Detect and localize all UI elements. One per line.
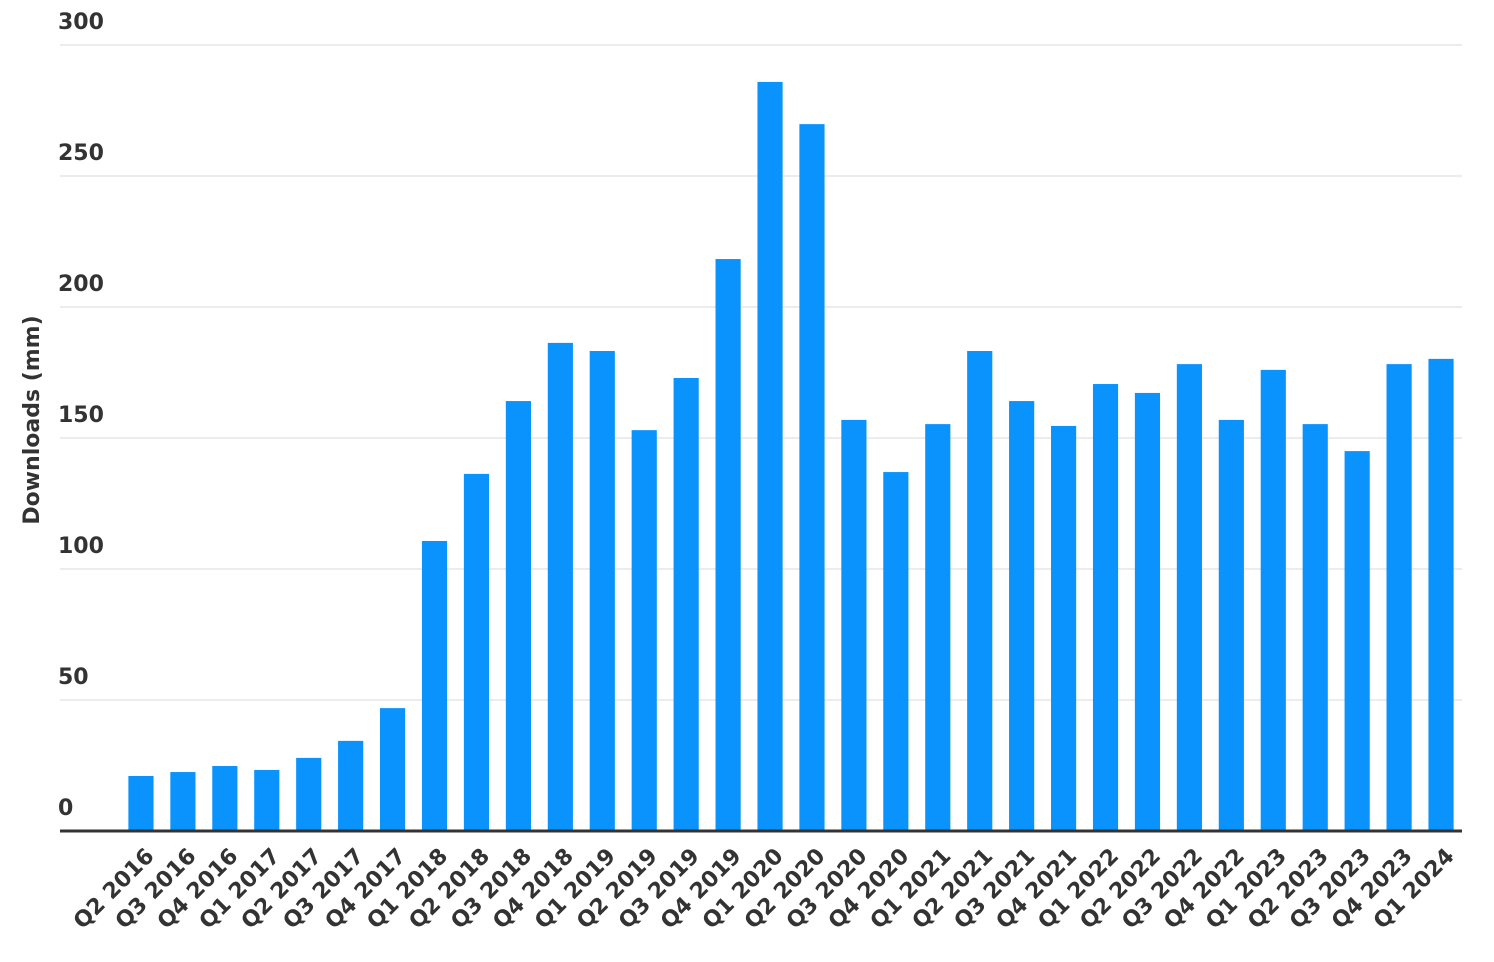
- bar: [338, 740, 364, 831]
- bar: [631, 430, 657, 831]
- bar: [673, 378, 699, 831]
- bar: [799, 124, 825, 831]
- bar: [757, 81, 783, 831]
- bar: [1218, 419, 1244, 831]
- y-tick-label: 100: [58, 534, 104, 559]
- bar: [212, 766, 238, 831]
- bar: [715, 259, 741, 832]
- bar: [1386, 364, 1412, 831]
- bar: [1176, 364, 1202, 831]
- bar: [170, 772, 196, 831]
- bar: [925, 424, 951, 831]
- y-axis-title: Downloads (mm): [20, 315, 45, 524]
- bar: [1009, 401, 1035, 831]
- bar: [883, 472, 909, 831]
- bar: [547, 342, 573, 831]
- bar: [1134, 392, 1161, 831]
- bar: [463, 473, 490, 831]
- bar: [296, 757, 322, 831]
- y-tick-label: 0: [58, 796, 73, 821]
- bar: [505, 401, 531, 831]
- bar: [380, 708, 406, 831]
- bar: [1051, 425, 1077, 831]
- bar: [1260, 369, 1286, 831]
- bar: [1428, 358, 1454, 831]
- bar: [1344, 451, 1370, 831]
- bar: [1092, 384, 1119, 831]
- bar: [128, 775, 154, 831]
- bar: [254, 769, 280, 831]
- y-tick-label: 50: [58, 665, 89, 690]
- y-tick-label: 300: [58, 10, 104, 35]
- bar: [841, 419, 867, 831]
- bar: [421, 540, 448, 831]
- bar: [589, 351, 615, 831]
- y-tick-label: 150: [58, 403, 104, 428]
- bar: [1302, 424, 1328, 831]
- y-tick-label: 200: [58, 272, 104, 297]
- bar: [967, 351, 993, 831]
- y-tick-label: 250: [58, 141, 104, 166]
